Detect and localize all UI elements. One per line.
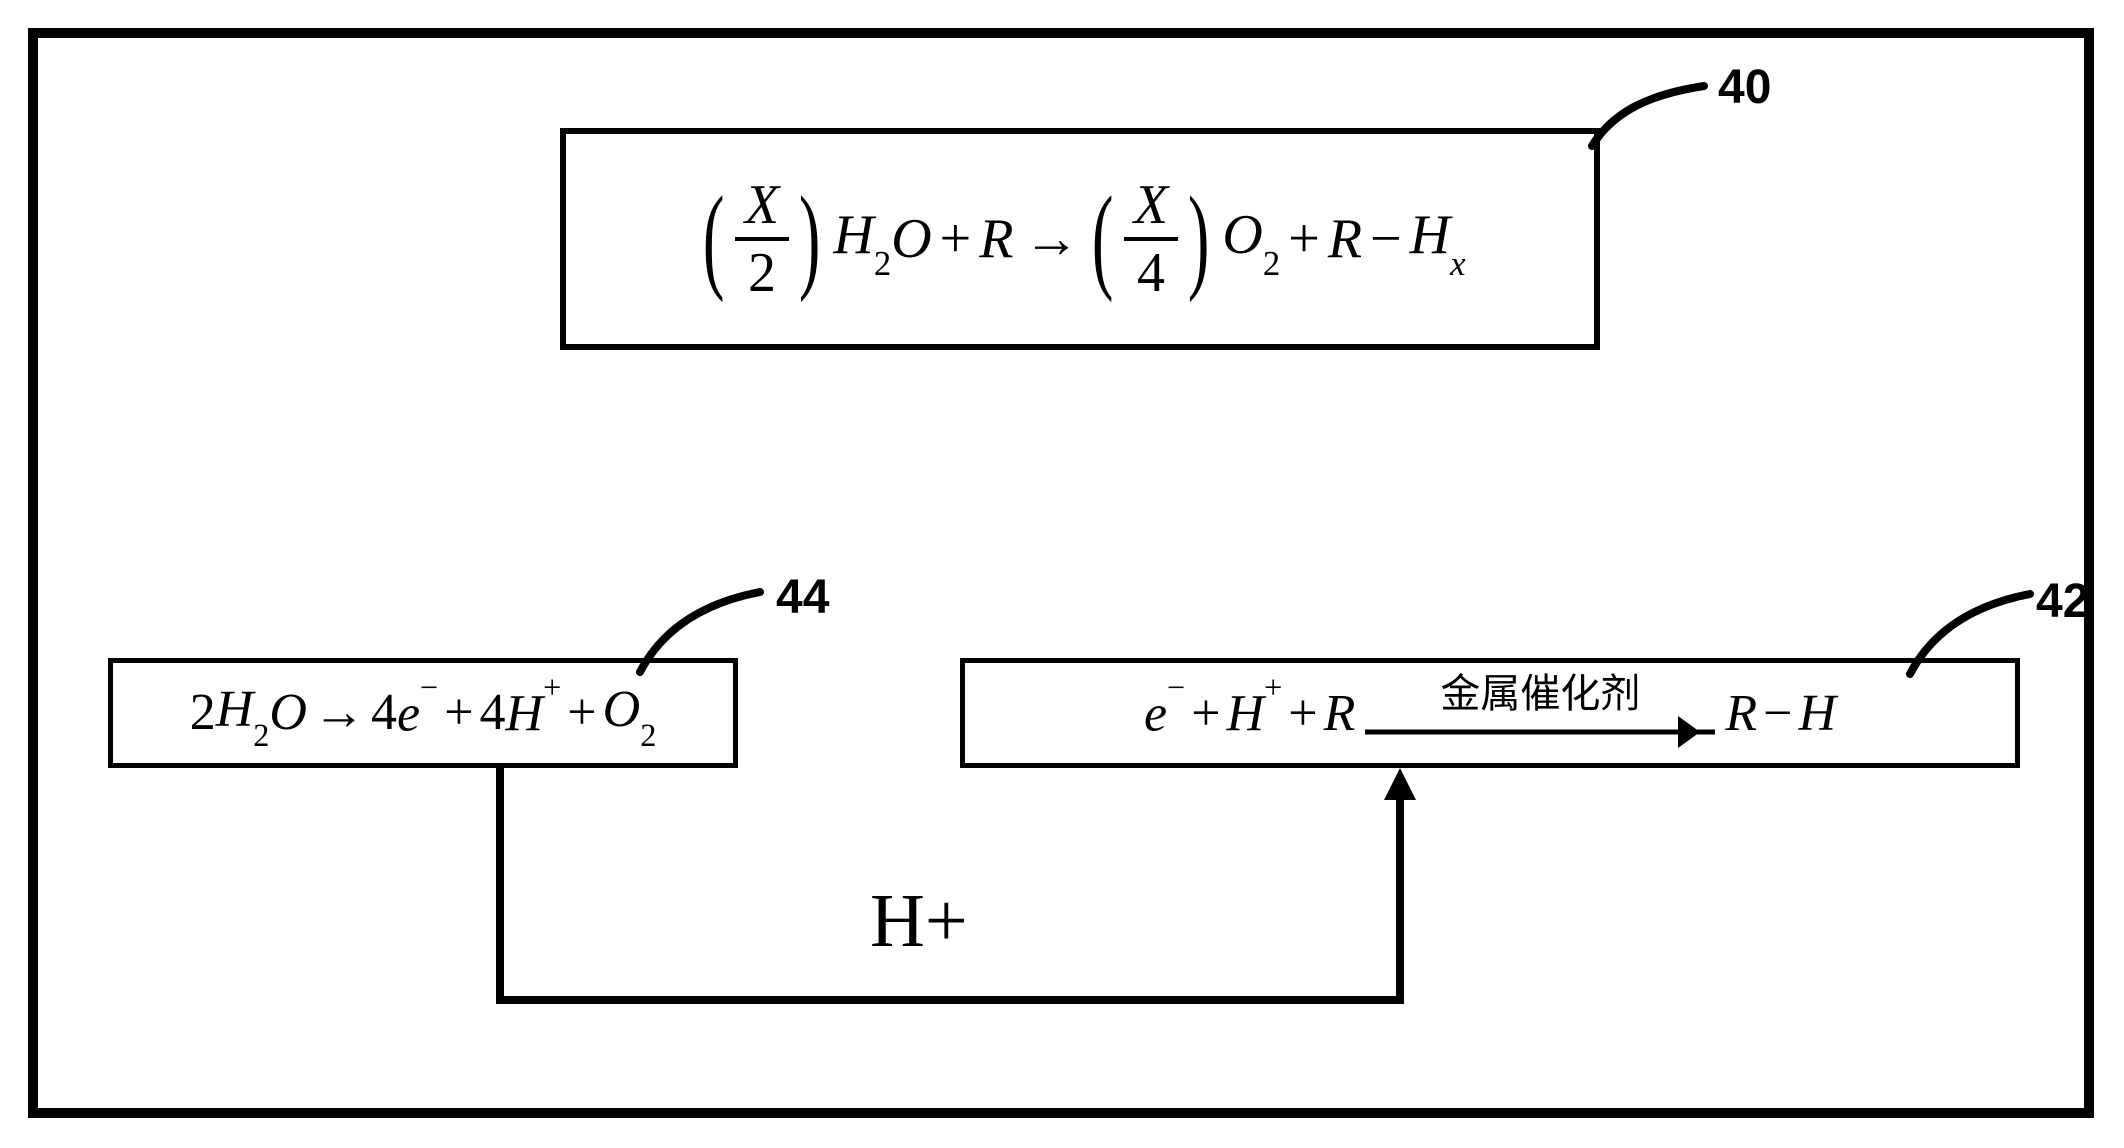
ref-number-44: 44 [776, 570, 829, 625]
equation-box-42: e−+H++R金属催化剂R−H [960, 658, 2020, 768]
equation-box-40: (X2)H2O+R→(X4)O2+R−Hx [560, 128, 1600, 350]
equation-42-content: e−+H++R金属催化剂R−H [1144, 676, 1836, 750]
h-plus-label: H+ [870, 878, 968, 965]
equation-40-content: (X2)H2O+R→(X4)O2+R−Hx [694, 177, 1465, 300]
leader-line-44 [630, 580, 770, 680]
ref-number-40: 40 [1718, 60, 1771, 115]
ref-number-42: 42 [2036, 574, 2089, 629]
equation-44-content: 2H2O→4e−+4H++O2 [190, 680, 657, 745]
leader-line-40 [1586, 76, 1716, 156]
leader-line-42 [1900, 582, 2040, 682]
